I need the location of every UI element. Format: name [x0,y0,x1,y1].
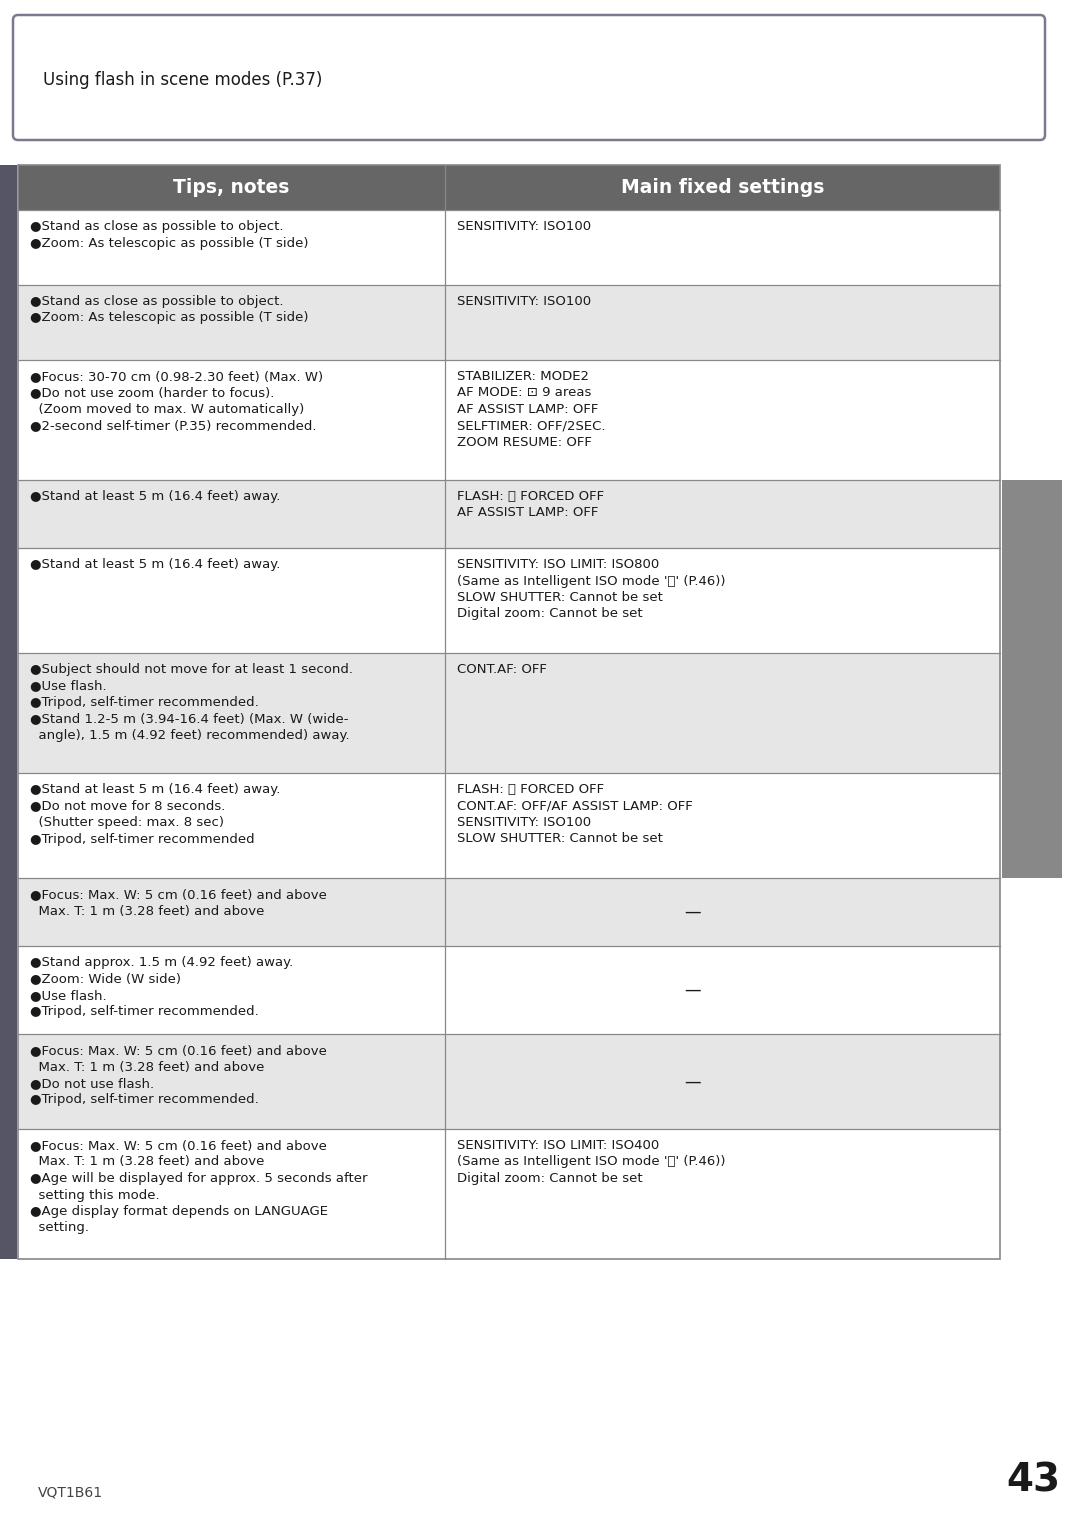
Bar [18,774,445,878]
Text: VQT1B61: VQT1B61 [38,1486,103,1500]
Text: ●Stand at least 5 m (16.4 feet) away.
●Do not move for 8 seconds.
  (Shutter spe: ●Stand at least 5 m (16.4 feet) away. ●D… [30,783,281,846]
Bar [18,286,445,361]
Bar [18,878,445,946]
Bar [18,1035,445,1130]
Bar [445,946,1000,1035]
Bar [18,652,445,774]
Bar [445,480,1000,548]
Text: —: — [685,903,701,921]
Text: ●Stand as close as possible to object.
●Zoom: As telescopic as possible (T side): ●Stand as close as possible to object. ●… [30,295,309,324]
Text: CONT.AF: OFF: CONT.AF: OFF [457,663,548,675]
Bar [18,164,1000,1259]
Text: FLASH: ⓦ FORCED OFF
CONT.AF: OFF/AF ASSIST LAMP: OFF
SENSITIVITY: ISO100
SLOW SH: FLASH: ⓦ FORCED OFF CONT.AF: OFF/AF ASSI… [457,783,693,846]
Bar [445,286,1000,361]
Bar [445,1130,1000,1259]
Text: SENSITIVITY: ISO100: SENSITIVITY: ISO100 [457,220,591,233]
Text: ●Stand at least 5 m (16.4 feet) away.: ●Stand at least 5 m (16.4 feet) away. [30,559,281,571]
Text: Using flash in scene modes (P.37): Using flash in scene modes (P.37) [43,71,322,89]
Bar [18,210,445,286]
Bar [445,361,1000,480]
Bar [445,210,1000,286]
Text: ●Subject should not move for at least 1 second.
●Use flash.
●Tripod, self-timer : ●Subject should not move for at least 1 … [30,663,353,741]
Text: Tips, notes: Tips, notes [174,178,289,196]
Text: —: — [685,981,701,999]
Text: ●Focus: Max. W: 5 cm (0.16 feet) and above
  Max. T: 1 m (3.28 feet) and above
●: ●Focus: Max. W: 5 cm (0.16 feet) and abo… [30,1044,327,1107]
Bar [445,652,1000,774]
Text: ●Stand as close as possible to object.
●Zoom: As telescopic as possible (T side): ●Stand as close as possible to object. ●… [30,220,309,250]
Bar [18,361,445,480]
Bar [0,164,17,1259]
Bar [445,164,1000,210]
Text: SENSITIVITY: ISO LIMIT: ISO800
(Same as Intelligent ISO mode 'ⓘ' (P.46))
SLOW SH: SENSITIVITY: ISO LIMIT: ISO800 (Same as … [457,559,726,620]
Bar [18,164,445,210]
Text: ●Focus: 30-70 cm (0.98-2.30 feet) (Max. W)
●Do not use zoom (harder to focus).
 : ●Focus: 30-70 cm (0.98-2.30 feet) (Max. … [30,370,323,433]
Text: ●Stand approx. 1.5 m (4.92 feet) away.
●Zoom: Wide (W side)
●Use flash.
●Tripod,: ●Stand approx. 1.5 m (4.92 feet) away. ●… [30,956,294,1019]
Text: STABILIZER: MODE2
AF MODE: ⊡ 9 areas
AF ASSIST LAMP: OFF
SELFTIMER: OFF/2SEC.
ZO: STABILIZER: MODE2 AF MODE: ⊡ 9 areas AF … [457,370,606,450]
Text: ●Focus: Max. W: 5 cm (0.16 feet) and above
  Max. T: 1 m (3.28 feet) and above: ●Focus: Max. W: 5 cm (0.16 feet) and abo… [30,889,327,918]
Text: SENSITIVITY: ISO LIMIT: ISO400
(Same as Intelligent ISO mode 'ⓘ' (P.46))
Digital: SENSITIVITY: ISO LIMIT: ISO400 (Same as … [457,1139,726,1185]
FancyBboxPatch shape [13,15,1045,140]
Text: Main fixed settings: Main fixed settings [621,178,824,196]
Text: —: — [685,1073,701,1090]
Text: 43: 43 [1005,1461,1059,1500]
Bar [18,946,445,1035]
Bar [18,1130,445,1259]
Bar [445,774,1000,878]
Text: FLASH: ⓦ FORCED OFF
AF ASSIST LAMP: OFF: FLASH: ⓦ FORCED OFF AF ASSIST LAMP: OFF [457,490,605,519]
Text: ●Focus: Max. W: 5 cm (0.16 feet) and above
  Max. T: 1 m (3.28 feet) and above
●: ●Focus: Max. W: 5 cm (0.16 feet) and abo… [30,1139,367,1234]
Bar [1002,480,1062,878]
Bar [18,480,445,548]
Bar [445,878,1000,946]
Bar [445,548,1000,652]
Bar [445,1035,1000,1130]
Text: ●Stand at least 5 m (16.4 feet) away.: ●Stand at least 5 m (16.4 feet) away. [30,490,281,503]
Bar [18,548,445,652]
Text: SENSITIVITY: ISO100: SENSITIVITY: ISO100 [457,295,591,309]
